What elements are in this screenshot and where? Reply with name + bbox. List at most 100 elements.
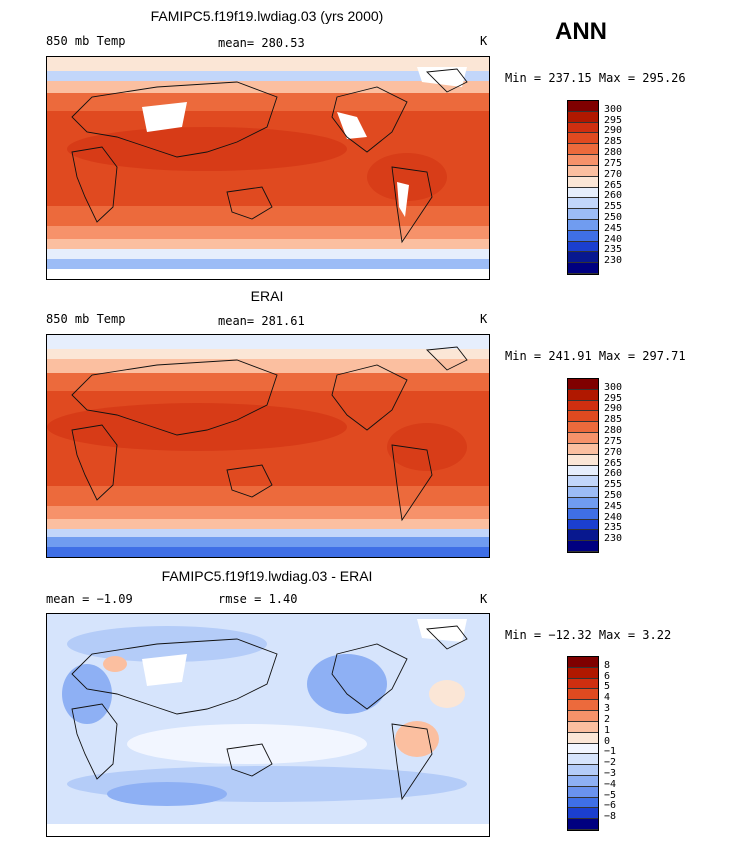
panel-3-units: K <box>480 592 488 606</box>
colorbar-label: −5 <box>604 789 617 801</box>
colorbar-segment <box>568 721 598 733</box>
panel-1-field <box>47 57 489 279</box>
colorbar-segment <box>568 732 598 744</box>
colorbar-segment <box>568 667 598 679</box>
colorbar-label: 240 <box>604 233 623 245</box>
colorbar-label: 265 <box>604 179 623 191</box>
colorbar-segment <box>568 797 598 809</box>
colorbar-segment <box>568 133 598 145</box>
colorbar-label: 285 <box>604 136 623 148</box>
colorbar-segment <box>568 678 598 690</box>
colorbar-segment <box>568 743 598 755</box>
colorbar-label: 265 <box>604 457 623 469</box>
panel-1-title: FAMIPC5.f19f19.lwdiag.03 (yrs 2000) <box>150 8 384 24</box>
colorbar-label: 6 <box>604 670 611 682</box>
colorbar-segment <box>568 411 598 423</box>
colorbar-label: 0 <box>604 735 611 747</box>
colorbar-segment <box>568 530 598 542</box>
panel-1-colorbar <box>567 100 599 275</box>
colorbar-label: 230 <box>604 533 623 545</box>
panel-3-minmax: Min = −12.32 Max = 3.22 <box>505 628 672 642</box>
panel-2-title: ERAI <box>250 288 284 304</box>
colorbar-segment <box>568 176 598 188</box>
colorbar-segment <box>568 819 598 830</box>
colorbar-segment <box>568 165 598 177</box>
colorbar-label: 300 <box>604 381 623 393</box>
colorbar-segment <box>568 111 598 123</box>
colorbar-segment <box>568 497 598 509</box>
colorbar-segment <box>568 775 598 787</box>
colorbar-label: 245 <box>604 222 623 234</box>
panel-1-map <box>46 56 490 280</box>
colorbar-label: −8 <box>604 811 617 823</box>
panel-3-mean: mean = −1.09 <box>46 592 133 606</box>
colorbar-segment <box>568 541 598 552</box>
colorbar-segment <box>568 519 598 531</box>
panel-2-minmax: Min = 241.91 Max = 297.71 <box>505 349 686 363</box>
panel-2-colorbar <box>567 378 599 553</box>
colorbar-label: 235 <box>604 244 623 256</box>
season-label: ANN <box>555 18 607 45</box>
colorbar-label: 3 <box>604 703 611 715</box>
colorbar-label: 290 <box>604 125 623 137</box>
colorbar-label: 290 <box>604 403 623 415</box>
colorbar-segment <box>568 476 598 488</box>
colorbar-segment <box>568 379 598 390</box>
panel-3-rmse: rmse = 1.40 <box>218 592 298 606</box>
colorbar-segment <box>568 657 598 668</box>
colorbar-label: 300 <box>604 103 623 115</box>
colorbar-segment <box>568 465 598 477</box>
colorbar-label: 1 <box>604 724 611 736</box>
colorbar-label: 260 <box>604 190 623 202</box>
colorbar-segment <box>568 263 598 274</box>
colorbar-segment <box>568 487 598 498</box>
colorbar-label: 8 <box>604 659 611 671</box>
colorbar-segment <box>568 219 598 231</box>
colorbar-label: 280 <box>604 425 623 437</box>
colorbar-label: 2 <box>604 713 611 725</box>
colorbar-segment <box>568 711 598 722</box>
panel-2-field <box>47 335 489 557</box>
colorbar-label: 230 <box>604 255 623 267</box>
colorbar-label: 255 <box>604 479 623 491</box>
panel-2-mean: mean= 281.61 <box>218 314 305 328</box>
colorbar-segment <box>568 122 598 134</box>
colorbar-segment <box>568 198 598 210</box>
colorbar-segment <box>568 422 598 434</box>
colorbar-label: −2 <box>604 757 617 769</box>
colorbar-segment <box>568 155 598 166</box>
colorbar-label: 275 <box>604 435 623 447</box>
colorbar-label: 280 <box>604 147 623 159</box>
panel-2-map <box>46 334 490 558</box>
colorbar-segment <box>568 786 598 798</box>
colorbar-label: −6 <box>604 800 617 812</box>
colorbar-segment <box>568 433 598 444</box>
colorbar-label: 295 <box>604 392 623 404</box>
colorbar-segment <box>568 209 598 220</box>
panel-1-mean: mean= 280.53 <box>218 36 305 50</box>
colorbar-label: 285 <box>604 414 623 426</box>
colorbar-label: −1 <box>604 746 617 758</box>
colorbar-segment <box>568 187 598 199</box>
colorbar-segment <box>568 230 598 242</box>
panel-3-title: FAMIPC5.f19f19.lwdiag.03 - ERAI <box>161 568 373 584</box>
panel-3-field <box>47 614 489 836</box>
colorbar-label: 250 <box>604 489 623 501</box>
colorbar-label: 240 <box>604 511 623 523</box>
colorbar-segment <box>568 400 598 412</box>
colorbar-segment <box>568 389 598 401</box>
colorbar-segment <box>568 144 598 156</box>
colorbar-label: −3 <box>604 767 617 779</box>
colorbar-segment <box>568 252 598 264</box>
colorbar-label: 235 <box>604 522 623 534</box>
colorbar-label: 270 <box>604 168 623 180</box>
colorbar-segment <box>568 443 598 455</box>
panel-2-variable: 850 mb Temp <box>46 312 126 326</box>
colorbar-segment <box>568 808 598 820</box>
colorbar-segment <box>568 241 598 253</box>
colorbar-label: 255 <box>604 201 623 213</box>
colorbar-label: 270 <box>604 446 623 458</box>
colorbar-label: 4 <box>604 692 611 704</box>
panel-1-minmax: Min = 237.15 Max = 295.26 <box>505 71 686 85</box>
colorbar-segment <box>568 508 598 520</box>
